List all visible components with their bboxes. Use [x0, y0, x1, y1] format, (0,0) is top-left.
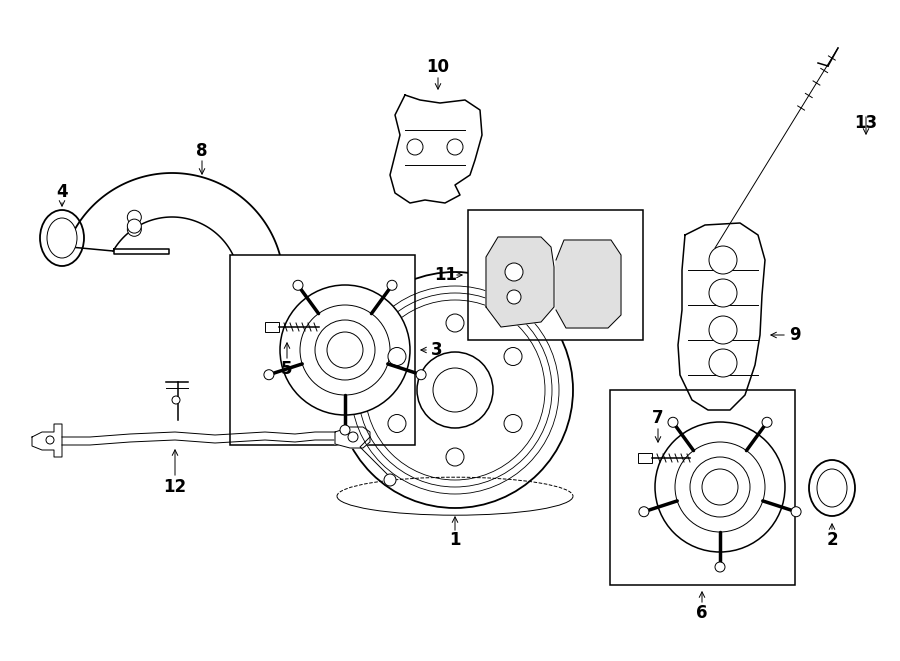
Circle shape — [388, 348, 406, 366]
Text: 9: 9 — [789, 326, 801, 344]
Polygon shape — [390, 95, 482, 203]
Circle shape — [348, 432, 358, 442]
Text: 13: 13 — [854, 114, 877, 132]
Circle shape — [505, 263, 523, 281]
Circle shape — [387, 280, 397, 290]
Circle shape — [172, 396, 180, 404]
Polygon shape — [32, 424, 62, 457]
Circle shape — [337, 272, 573, 508]
Circle shape — [709, 349, 737, 377]
Circle shape — [507, 290, 521, 304]
Text: 6: 6 — [697, 604, 707, 622]
Bar — [230, 255, 415, 445]
Circle shape — [709, 316, 737, 344]
Circle shape — [417, 352, 493, 428]
Text: 4: 4 — [56, 183, 68, 201]
Circle shape — [446, 314, 464, 332]
Circle shape — [504, 414, 522, 432]
Circle shape — [709, 246, 737, 274]
Circle shape — [416, 369, 426, 379]
Text: 7: 7 — [652, 409, 664, 427]
Text: 2: 2 — [826, 531, 838, 549]
Circle shape — [46, 436, 54, 444]
Ellipse shape — [40, 210, 84, 266]
Circle shape — [293, 280, 303, 290]
Circle shape — [446, 448, 464, 466]
Circle shape — [762, 417, 772, 427]
Text: 3: 3 — [431, 341, 443, 359]
Polygon shape — [486, 237, 554, 327]
Text: 11: 11 — [435, 266, 457, 284]
Circle shape — [407, 139, 423, 155]
Circle shape — [127, 222, 141, 236]
Text: 10: 10 — [427, 58, 449, 76]
Bar — [468, 210, 643, 340]
Circle shape — [127, 219, 141, 233]
Text: 8: 8 — [196, 142, 208, 160]
Circle shape — [127, 210, 141, 224]
Circle shape — [668, 417, 678, 427]
Bar — [610, 390, 795, 585]
Circle shape — [791, 507, 801, 517]
Circle shape — [709, 279, 737, 307]
Bar — [638, 453, 652, 463]
Text: 12: 12 — [164, 478, 186, 496]
Circle shape — [447, 139, 463, 155]
Bar — [265, 322, 279, 332]
Polygon shape — [114, 249, 169, 254]
Circle shape — [655, 422, 785, 552]
Circle shape — [504, 348, 522, 366]
Circle shape — [639, 507, 649, 517]
Polygon shape — [678, 223, 765, 410]
Polygon shape — [556, 240, 621, 328]
Polygon shape — [335, 427, 370, 448]
Text: 1: 1 — [449, 531, 461, 549]
Ellipse shape — [809, 460, 855, 516]
Circle shape — [340, 425, 350, 435]
Circle shape — [388, 414, 406, 432]
Text: 5: 5 — [281, 360, 292, 378]
Circle shape — [280, 285, 410, 415]
Ellipse shape — [47, 218, 77, 258]
Circle shape — [384, 474, 396, 486]
Circle shape — [264, 369, 274, 379]
Circle shape — [715, 562, 725, 572]
